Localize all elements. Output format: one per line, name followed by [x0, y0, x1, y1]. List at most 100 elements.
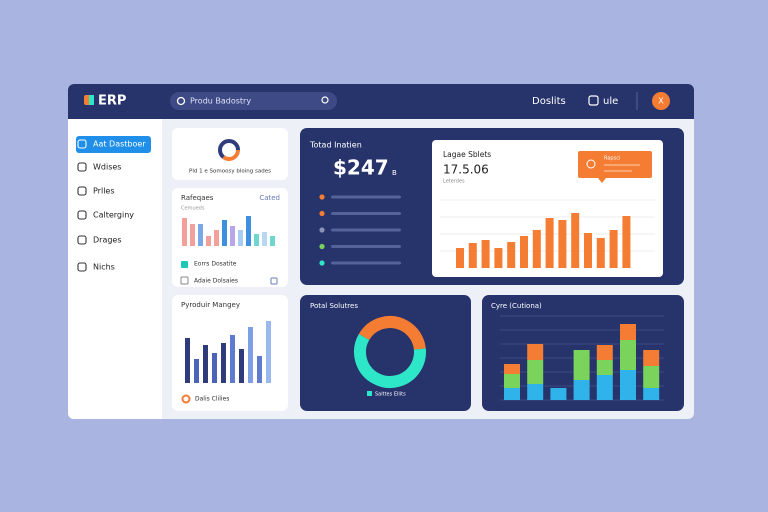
- nav-item[interactable]: Drages: [93, 236, 122, 245]
- stacked-bar: [643, 366, 660, 388]
- nav-icon: [77, 186, 87, 196]
- card-subtitle: Leterdes: [443, 179, 465, 185]
- search-box[interactable]: [170, 92, 337, 110]
- stacked-bar: [504, 388, 520, 400]
- stacked-bar: [573, 350, 590, 380]
- bar: [571, 213, 580, 268]
- nav-item[interactable]: Aat Dastboer: [93, 140, 146, 149]
- tooltip-arrow: [598, 178, 606, 183]
- avatar[interactable]: [652, 92, 670, 110]
- bar: [190, 224, 195, 246]
- stacked-bar: [643, 388, 660, 400]
- list-dot: [319, 260, 325, 266]
- legend-swatch: [367, 391, 372, 396]
- card-title: Lagae Sblets: [443, 150, 491, 159]
- bar: [609, 230, 618, 268]
- bar: [212, 353, 217, 383]
- list-item: Adaie Dolsaies: [194, 278, 238, 285]
- list-bar: [331, 195, 401, 199]
- stacked-bar: [527, 384, 544, 400]
- kpi-value: 17.5.06: [443, 163, 489, 177]
- kpi-value: $247: [333, 156, 389, 180]
- search-icon: [176, 96, 186, 106]
- kpi-unit: B: [392, 169, 397, 177]
- tooltip-text: Rapsci: [604, 156, 620, 162]
- bar: [248, 327, 253, 383]
- user-menu[interactable]: ule: [603, 96, 618, 107]
- nav-item[interactable]: Wdises: [93, 163, 121, 172]
- nav-icon: [77, 235, 87, 245]
- card-title: Cyre (Cutiona): [491, 302, 542, 310]
- list-dot: [319, 210, 325, 217]
- nav-icon: [77, 139, 87, 149]
- list-item: Eorrs Dosatite: [194, 261, 237, 268]
- stacked-bar: [596, 360, 613, 375]
- bar: [622, 216, 631, 268]
- card-title: Rafeqaes: [181, 194, 214, 202]
- stacked-bar: [504, 374, 520, 388]
- item-icon: [180, 276, 189, 285]
- nav-item[interactable]: Calterginy: [93, 211, 134, 220]
- bar: [221, 343, 226, 383]
- bar: [456, 248, 464, 268]
- card-footer: Dalis Clilies: [195, 396, 229, 403]
- bar: [596, 238, 605, 268]
- nav-item[interactable]: Nichs: [93, 263, 115, 272]
- bar: [182, 218, 187, 246]
- user-icon: [588, 95, 599, 106]
- stacked-bar: [550, 388, 567, 400]
- card-action[interactable]: Cated: [259, 194, 280, 202]
- bar: [203, 345, 208, 383]
- legend-text: Salttes Ellits: [375, 392, 406, 398]
- stacked-bar: [527, 344, 544, 360]
- stacked-bar: [620, 324, 636, 340]
- header-link[interactable]: Doslits: [532, 96, 566, 107]
- checkbox[interactable]: [270, 277, 278, 285]
- card-title: Totad Inatien: [309, 141, 362, 150]
- bar: [494, 248, 503, 268]
- bar: [254, 234, 259, 246]
- stacked-bar: [643, 350, 660, 366]
- bar: [238, 230, 243, 246]
- list-bar: [331, 261, 401, 265]
- search-button[interactable]: [321, 96, 329, 104]
- bar: [222, 220, 227, 246]
- card-title: Potal Solutres: [310, 302, 358, 310]
- donut-segment: [354, 316, 426, 388]
- bar: [468, 243, 477, 268]
- list-bar: [331, 212, 401, 215]
- bar: [270, 236, 275, 246]
- bar: [266, 321, 271, 383]
- bar: [545, 218, 554, 268]
- list-dot: [319, 243, 325, 250]
- stacked-bar: [573, 380, 590, 400]
- card-title: Pyroduir Mangey: [181, 301, 240, 309]
- stacked-bar: [620, 340, 636, 370]
- bar: [481, 240, 490, 268]
- bar: [230, 226, 235, 246]
- bar: [230, 335, 235, 383]
- sidebar: [68, 119, 162, 419]
- stacked-bar: [596, 345, 613, 360]
- list-dot: [319, 227, 325, 233]
- stacked-bar: [504, 364, 520, 374]
- list-dot: [319, 194, 325, 200]
- footer-icon: [181, 394, 191, 404]
- nav-item[interactable]: Prlles: [93, 187, 115, 196]
- list-bar: [331, 245, 401, 248]
- bar: [246, 216, 251, 246]
- list-bar: [331, 228, 401, 232]
- card-subtitle: Cemueds: [181, 206, 205, 212]
- brand: ERP: [98, 94, 126, 109]
- search-text: Produ Badostry: [190, 97, 251, 106]
- nav-icon: [77, 210, 87, 220]
- bar: [214, 230, 219, 246]
- bar: [520, 236, 528, 268]
- logo: [89, 95, 94, 105]
- sidebar-active: [76, 136, 151, 153]
- card: [172, 128, 288, 180]
- bar: [558, 220, 567, 268]
- stacked-bar: [620, 370, 636, 400]
